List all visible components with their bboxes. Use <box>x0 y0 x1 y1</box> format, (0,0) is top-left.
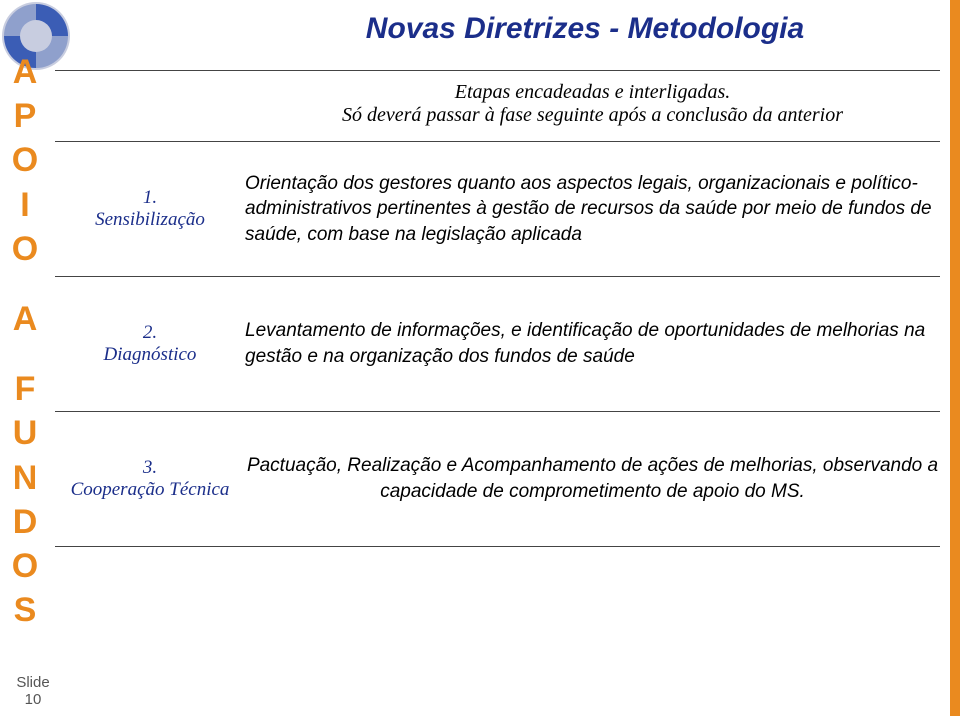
phase-label: 2.Diagnóstico <box>55 322 245 366</box>
phase-label: 1.Sensibilização <box>55 187 245 231</box>
right-stripe <box>950 0 960 716</box>
footer-label: Slide <box>8 674 58 691</box>
phase-desc: Pactuação, Realização e Acompanhamento d… <box>245 453 940 504</box>
sidebar-letter: P <box>4 94 46 138</box>
sidebar-letter: A <box>4 50 46 94</box>
phase-num: 2. <box>55 322 245 344</box>
sidebar-letter: O <box>4 227 46 271</box>
phase-row: 3.Cooperação TécnicaPactuação, Realizaçã… <box>55 412 940 547</box>
phase-desc: Orientação dos gestores quanto aos aspec… <box>245 171 940 248</box>
phase-name: Sensibilização <box>55 209 245 231</box>
intro-row: Etapas encadeadas e interligadas. Só dev… <box>55 70 940 142</box>
sidebar-letter: I <box>4 183 46 227</box>
phase-row: 2.DiagnósticoLevantamento de informações… <box>55 277 940 412</box>
phase-num: 1. <box>55 187 245 209</box>
phase-name: Diagnóstico <box>55 344 245 366</box>
phase-row: 1.SensibilizaçãoOrientação dos gestores … <box>55 142 940 277</box>
sidebar-letter: S <box>4 588 46 632</box>
sidebar-letter: U <box>4 411 46 455</box>
phase-num: 3. <box>55 457 245 479</box>
intro-line1: Etapas encadeadas e interligadas. <box>245 81 940 104</box>
sidebar-letter: A <box>4 297 46 341</box>
sidebar-letter: F <box>4 367 46 411</box>
content-area: Etapas encadeadas e interligadas. Só dev… <box>55 70 940 547</box>
sidebar-acronym: APOIOAFUNDOS <box>4 50 46 632</box>
sidebar-letter: O <box>4 138 46 182</box>
phase-label: 3.Cooperação Técnica <box>55 457 245 501</box>
footer-num: 10 <box>8 691 58 708</box>
phase-name: Cooperação Técnica <box>55 479 245 501</box>
sidebar-letter: N <box>4 456 46 500</box>
intro-text: Etapas encadeadas e interligadas. Só dev… <box>245 81 940 127</box>
page-title: Novas Diretrizes - Metodologia <box>240 12 930 46</box>
intro-line2: Só deverá passar à fase seguinte após a … <box>245 104 940 127</box>
phase-desc: Levantamento de informações, e identific… <box>245 318 940 369</box>
sidebar-letter: O <box>4 544 46 588</box>
sidebar-letter: D <box>4 500 46 544</box>
slide-footer: Slide 10 <box>8 674 58 708</box>
